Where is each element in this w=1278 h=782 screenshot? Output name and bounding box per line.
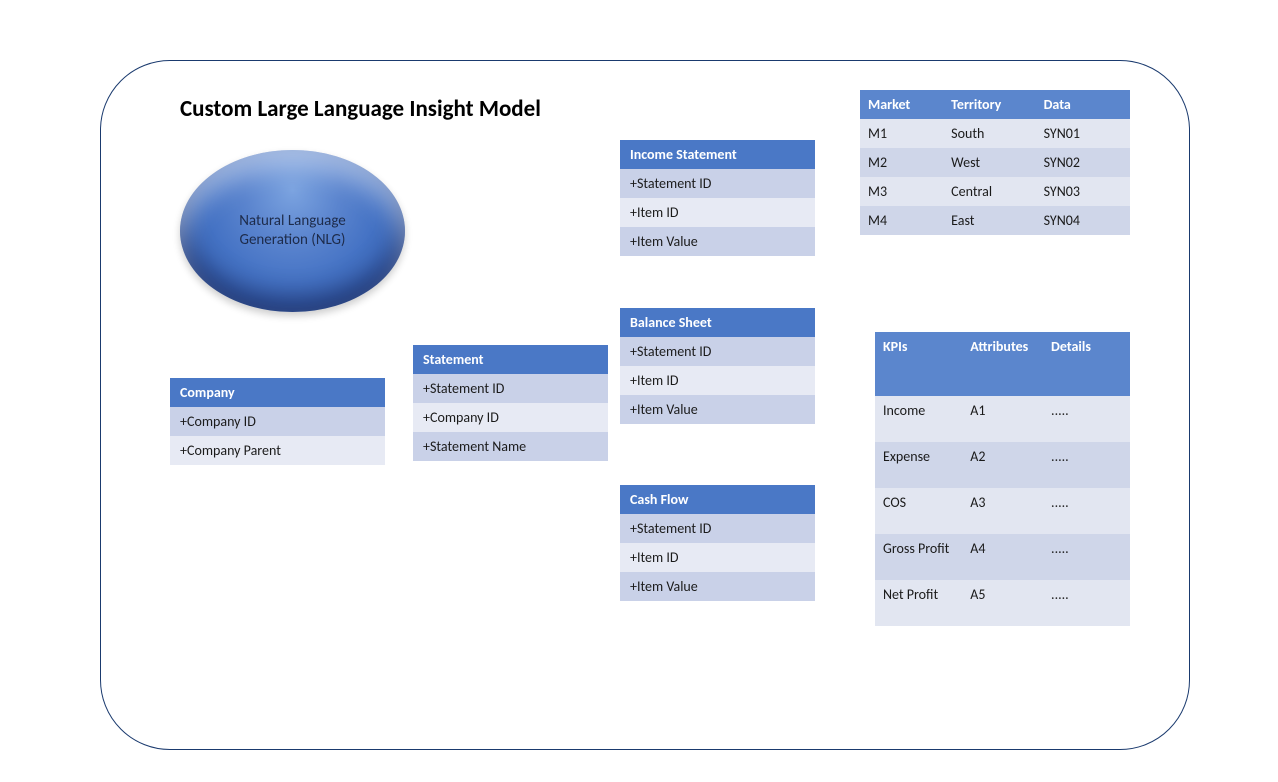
kpi-cell: A1 — [962, 396, 1043, 442]
kpi-cell: ..... — [1043, 442, 1130, 488]
market-cell: M4 — [860, 206, 943, 235]
kpi-cell: Income — [875, 396, 962, 442]
entity-row: +Company ID — [170, 407, 385, 436]
entity-cashflow: Cash Flow +Statement ID +Item ID +Item V… — [620, 485, 815, 601]
kpi-cell: A4 — [962, 534, 1043, 580]
entity-balance: Balance Sheet +Statement ID +Item ID +It… — [620, 308, 815, 424]
kpi-cell: ..... — [1043, 534, 1130, 580]
kpi-cell: A5 — [962, 580, 1043, 626]
entity-company-header: Company — [170, 378, 385, 407]
entity-row: +Statement Name — [413, 432, 608, 461]
entity-row: +Item Value — [620, 227, 815, 256]
kpi-cell: Expense — [875, 442, 962, 488]
nlg-ellipse: Natural LanguageGeneration (NLG) — [180, 150, 405, 312]
market-cell: West — [943, 148, 1035, 177]
market-cell: M2 — [860, 148, 943, 177]
entity-row: +Statement ID — [620, 169, 815, 198]
kpi-cell: A2 — [962, 442, 1043, 488]
entity-row: +Company ID — [413, 403, 608, 432]
entity-row: +Item ID — [620, 366, 815, 395]
entity-statement: Statement +Statement ID +Company ID +Sta… — [413, 345, 608, 461]
entity-income-header: Income Statement — [620, 140, 815, 169]
market-cell: M3 — [860, 177, 943, 206]
entity-row: +Item ID — [620, 543, 815, 572]
kpi-cell: ..... — [1043, 488, 1130, 534]
kpi-cell: Gross Profit — [875, 534, 962, 580]
market-cell: East — [943, 206, 1035, 235]
entity-company: Company +Company ID +Company Parent — [170, 378, 385, 465]
kpi-cell: Net Profit — [875, 580, 962, 626]
kpi-cell: A3 — [962, 488, 1043, 534]
market-table: Market Territory Data M1SouthSYN01 M2Wes… — [860, 90, 1130, 235]
nlg-label: Natural LanguageGeneration (NLG) — [239, 212, 345, 250]
page-title: Custom Large Language Insight Model — [180, 95, 541, 123]
entity-row: +Item ID — [620, 198, 815, 227]
entity-cashflow-header: Cash Flow — [620, 485, 815, 514]
entity-row: +Item Value — [620, 572, 815, 601]
market-cell: SYN04 — [1036, 206, 1130, 235]
kpi-col-details: Details — [1043, 332, 1130, 396]
entity-statement-header: Statement — [413, 345, 608, 374]
kpi-col-kpis: KPIs — [875, 332, 962, 396]
market-col-territory: Territory — [943, 90, 1035, 119]
market-cell: SYN01 — [1036, 119, 1130, 148]
kpi-cell: COS — [875, 488, 962, 534]
entity-row: +Item Value — [620, 395, 815, 424]
market-cell: M1 — [860, 119, 943, 148]
kpi-col-attr: Attributes — [962, 332, 1043, 396]
market-col-market: Market — [860, 90, 943, 119]
entity-row: +Statement ID — [413, 374, 608, 403]
kpi-table: KPIs Attributes Details IncomeA1..... Ex… — [875, 332, 1130, 626]
market-cell: SYN02 — [1036, 148, 1130, 177]
entity-row: +Company Parent — [170, 436, 385, 465]
market-cell: South — [943, 119, 1035, 148]
entity-row: +Statement ID — [620, 514, 815, 543]
kpi-cell: ..... — [1043, 396, 1130, 442]
market-cell: SYN03 — [1036, 177, 1130, 206]
kpi-cell: ..... — [1043, 580, 1130, 626]
market-col-data: Data — [1036, 90, 1130, 119]
entity-row: +Statement ID — [620, 337, 815, 366]
entity-balance-header: Balance Sheet — [620, 308, 815, 337]
entity-income: Income Statement +Statement ID +Item ID … — [620, 140, 815, 256]
market-cell: Central — [943, 177, 1035, 206]
